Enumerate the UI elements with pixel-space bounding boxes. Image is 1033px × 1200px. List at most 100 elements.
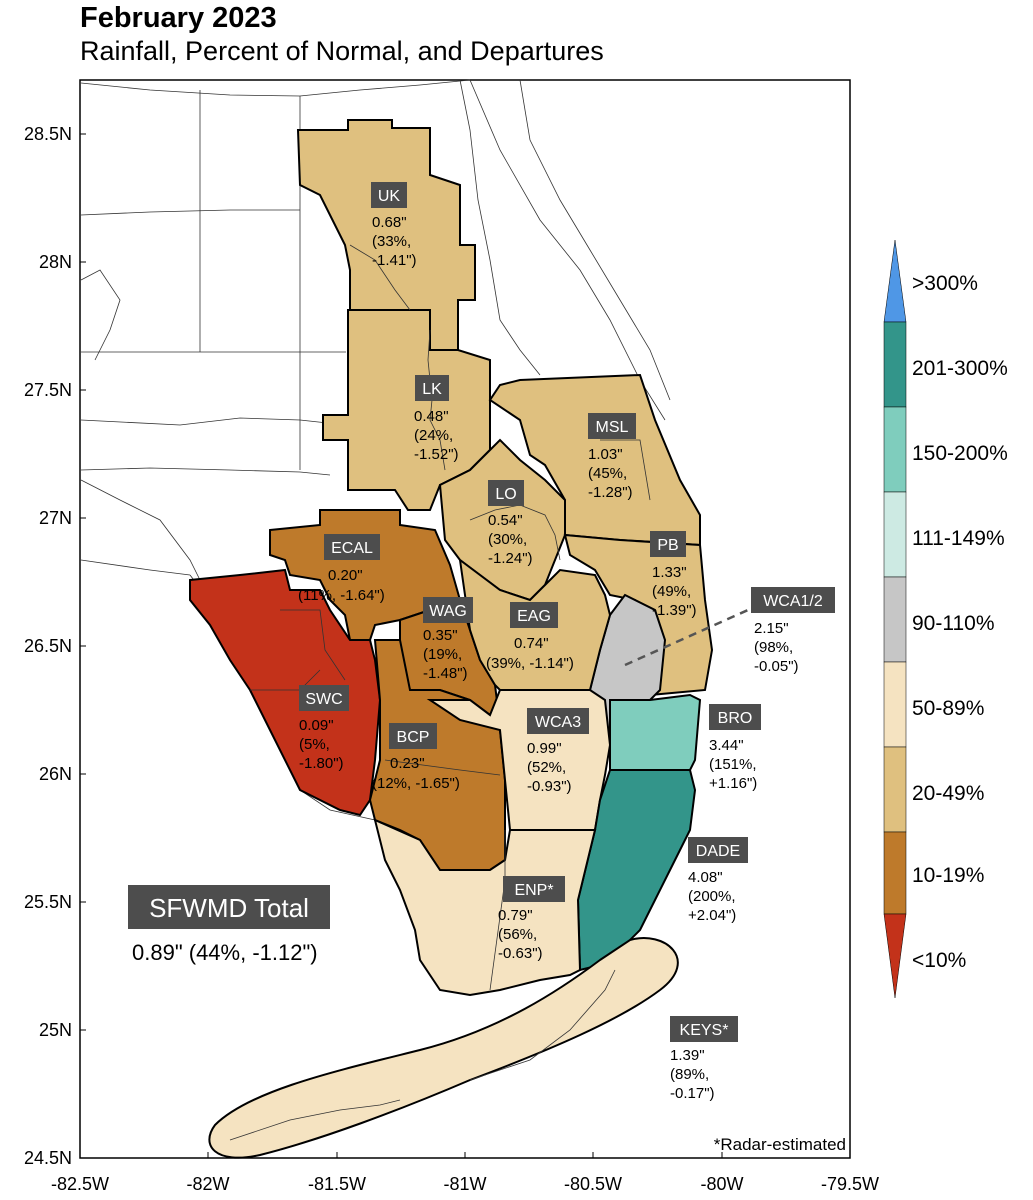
region-labels: UK 0.68" (33%, -1.41") LK 0.48" (24%, -1… (298, 182, 835, 1102)
wca12-code-tag (751, 587, 835, 613)
lon-tick-label: -79.5W (821, 1174, 879, 1194)
bro-dep: +1.16") (709, 775, 757, 792)
footnote: *Radar-estimated (714, 1135, 846, 1154)
keys-code: KEYS* (680, 1022, 729, 1039)
legend-label: 10-19% (912, 864, 984, 887)
lon-tick-label: -80.5W (564, 1174, 622, 1194)
legend-swatch-50-89 (883, 661, 907, 748)
region-keys[interactable] (208, 937, 679, 1159)
wca3-code: WCA3 (535, 714, 581, 731)
dade-pct: (200%, (688, 888, 736, 905)
pb-code: PB (657, 537, 678, 554)
wca12-rain: 2.15" (754, 620, 789, 637)
regions (189, 119, 714, 1159)
lo-code-tag (488, 480, 524, 506)
region-lk[interactable] (322, 309, 491, 511)
legend-swatch-gt300 (883, 239, 907, 323)
enp-pct: (56%, (498, 926, 537, 943)
ecal-code: ECAL (331, 540, 373, 557)
lon-tick-label: -82.5W (51, 1174, 109, 1194)
uk-pct: (33%, (372, 233, 411, 250)
lon-tick-label: -81.5W (308, 1174, 366, 1194)
lat-tick-label: 26N (39, 764, 72, 784)
enp-code: ENP* (514, 882, 553, 899)
ecal-rain: 0.20" (328, 567, 363, 584)
enp-rain: 0.79" (498, 907, 533, 924)
dade-dep: +2.04") (688, 907, 736, 924)
bcp-pct-dep: (12%, -1.65") (372, 775, 460, 792)
dade-code: DADE (696, 843, 740, 860)
lat-tick-label: 25.5N (24, 892, 72, 912)
eag-rain: 0.74" (514, 635, 549, 652)
msl-rain: 1.03" (588, 446, 623, 463)
legend-label: 150-200% (912, 442, 1008, 465)
uk-dep: -1.41") (372, 252, 417, 269)
lon-tick-label: -81W (443, 1174, 486, 1194)
legend-label: 111-149% (912, 527, 1005, 550)
swc-code-tag (299, 685, 349, 711)
legend-label: 201-300% (912, 357, 1008, 380)
bro-code-tag (709, 704, 761, 730)
keys-pct: (89%, (670, 1066, 709, 1083)
ecal-code-tag (324, 534, 380, 560)
region-swc[interactable] (189, 568, 382, 817)
lat-tick-label: 24.5N (24, 1148, 72, 1168)
lat-tick-label: 28N (39, 252, 72, 272)
region-uk[interactable] (296, 119, 476, 351)
pb-code-tag (650, 531, 686, 557)
lat-axis: 28.5N 28N 27.5N 27N 26.5N 26N 25.5N 25N … (24, 124, 86, 1168)
wca3-pct: (52%, (527, 759, 566, 776)
eag-code: EAG (517, 608, 551, 625)
msl-pct: (45%, (588, 465, 627, 482)
legend-swatch-111-149 (883, 491, 907, 578)
lat-tick-label: 27.5N (24, 380, 72, 400)
total-tag (128, 885, 330, 929)
legend-label: <10% (912, 949, 966, 972)
bcp-rain: 0.23" (390, 755, 425, 772)
swc-rain: 0.09" (299, 717, 334, 734)
lk-code-tag (415, 375, 449, 401)
bcp-code-tag (389, 723, 437, 749)
keys-code-tag (670, 1016, 738, 1042)
lat-tick-label: 26.5N (24, 636, 72, 656)
legend-label: 20-49% (912, 782, 984, 805)
wag-code-tag (423, 597, 473, 623)
lk-dep: -1.52") (414, 446, 459, 463)
lo-rain: 0.54" (488, 512, 523, 529)
keys-dep: -0.17") (670, 1085, 715, 1102)
msl-code-tag (588, 413, 636, 439)
msl-dep: -1.28") (588, 484, 633, 501)
bro-pct: (151%, (709, 756, 757, 773)
bcp-code: BCP (397, 729, 430, 746)
wag-dep: -1.48") (423, 665, 468, 682)
wca12-leader-line (624, 608, 749, 667)
wag-code: WAG (429, 603, 467, 620)
lk-code: LK (422, 381, 442, 398)
dade-rain: 4.08" (688, 869, 723, 886)
wca3-rain: 0.99" (527, 740, 562, 757)
uk-code-tag (371, 182, 407, 208)
pb-rain: 1.33" (652, 564, 687, 581)
lo-code: LO (495, 486, 516, 503)
lo-dep: -1.24") (488, 550, 533, 567)
region-bro[interactable] (609, 693, 702, 771)
lat-tick-label: 28.5N (24, 124, 72, 144)
wag-pct: (19%, (423, 646, 462, 663)
enp-dep: -0.63") (498, 945, 543, 962)
legend-swatch-90-110 (883, 576, 907, 663)
legend-swatch-150-200 (883, 406, 907, 493)
pb-pct: (49%, (652, 583, 691, 600)
lk-pct: (24%, (414, 427, 453, 444)
bro-rain: 3.44" (709, 737, 744, 754)
total-value: 0.89" (44%, -1.12") (132, 940, 318, 965)
uk-code: UK (378, 188, 401, 205)
region-enp[interactable] (373, 818, 597, 997)
uk-rain: 0.68" (372, 214, 407, 231)
keys-rain: 1.39" (670, 1047, 705, 1064)
color-legend: >300% 201-300% 150-200% 111-149% 90-110%… (883, 239, 1008, 999)
lat-tick-label: 27N (39, 508, 72, 528)
region-ecal[interactable] (269, 509, 462, 641)
lon-axis: -82.5W -82W -81.5W -81W -80.5W -80W -79.… (51, 1152, 879, 1194)
legend-swatch-201-300 (883, 321, 907, 408)
